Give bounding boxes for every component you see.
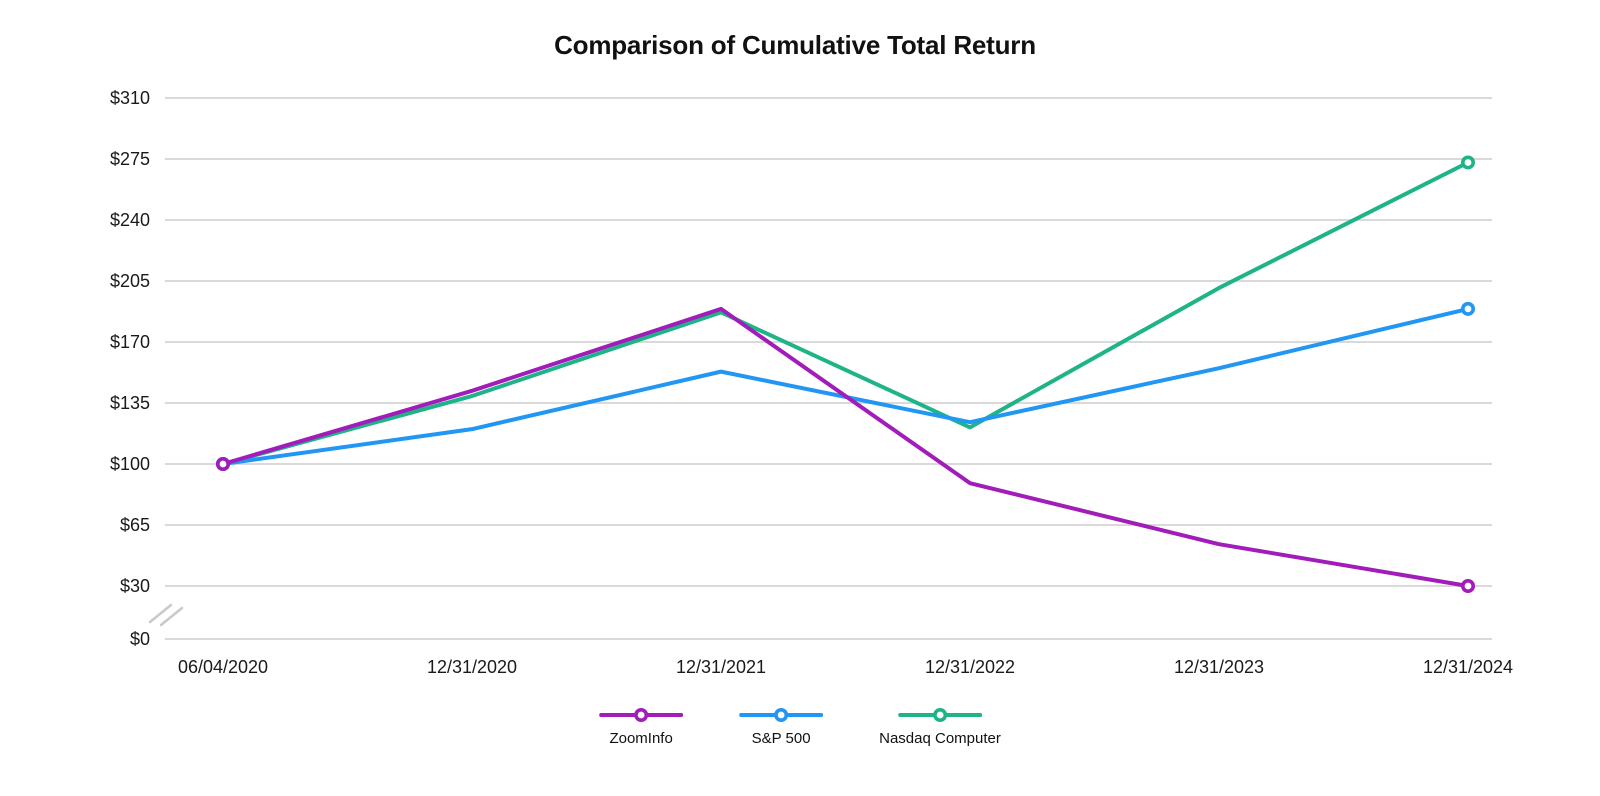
y-axis-tick-label: $0 bbox=[129, 629, 150, 649]
legend-item-zoominfo: ZoomInfo bbox=[599, 706, 684, 747]
x-axis-tick-label: 12/31/2020 bbox=[426, 657, 518, 677]
series-line-zoominfo bbox=[221, 306, 1470, 588]
legend-label: S&P 500 bbox=[751, 730, 811, 747]
series-marker-zoominfo bbox=[1461, 578, 1476, 593]
y-axis-tick-label: $310 bbox=[109, 88, 150, 108]
legend: ZoomInfo S&P 500 Nasdaq Computer bbox=[599, 706, 1001, 747]
series-marker-zoominfo bbox=[216, 456, 231, 471]
y-axis-tick-label: $65 bbox=[119, 515, 150, 535]
x-axis-tick-label: 12/31/2023 bbox=[1173, 657, 1265, 677]
chart-title: Comparison of Cumulative Total Return bbox=[554, 30, 1036, 60]
legend-swatch-s-p-500-icon bbox=[739, 708, 824, 722]
y-axis-tick-label: $240 bbox=[109, 210, 150, 230]
series-line-s-p-500 bbox=[221, 306, 1470, 466]
series-line-nasdaq-computer bbox=[221, 160, 1470, 466]
x-axis-tick-label: 12/31/2021 bbox=[675, 657, 767, 677]
y-axis-tick-label: $170 bbox=[109, 332, 150, 352]
y-axis-tick-label: $30 bbox=[119, 576, 150, 596]
x-axis-tick-label: 12/31/2022 bbox=[924, 657, 1016, 677]
series-marker-nasdaq-computer bbox=[1461, 155, 1476, 170]
y-axis-tick-label: $100 bbox=[109, 454, 150, 474]
legend-swatch-zoominfo-icon bbox=[599, 708, 684, 722]
y-axis-tick-label: $205 bbox=[109, 271, 150, 291]
legend-swatch-nasdaq-computer-icon bbox=[897, 708, 982, 722]
y-axis-tick-label: $135 bbox=[109, 393, 150, 413]
x-axis-tick-label: 06/04/2020 bbox=[177, 657, 269, 677]
legend-label: Nasdaq Computer bbox=[879, 730, 1001, 747]
series-marker-s-p-500 bbox=[1461, 301, 1476, 316]
legend-item-s-p-500: S&P 500 bbox=[739, 706, 824, 747]
axis-break-icon bbox=[148, 603, 184, 627]
y-axis-tick-label: $275 bbox=[109, 149, 150, 169]
legend-item-nasdaq-computer: Nasdaq Computer bbox=[879, 706, 1001, 747]
x-axis-tick-label: 12/31/2024 bbox=[1422, 657, 1514, 677]
legend-label: ZoomInfo bbox=[609, 730, 673, 747]
